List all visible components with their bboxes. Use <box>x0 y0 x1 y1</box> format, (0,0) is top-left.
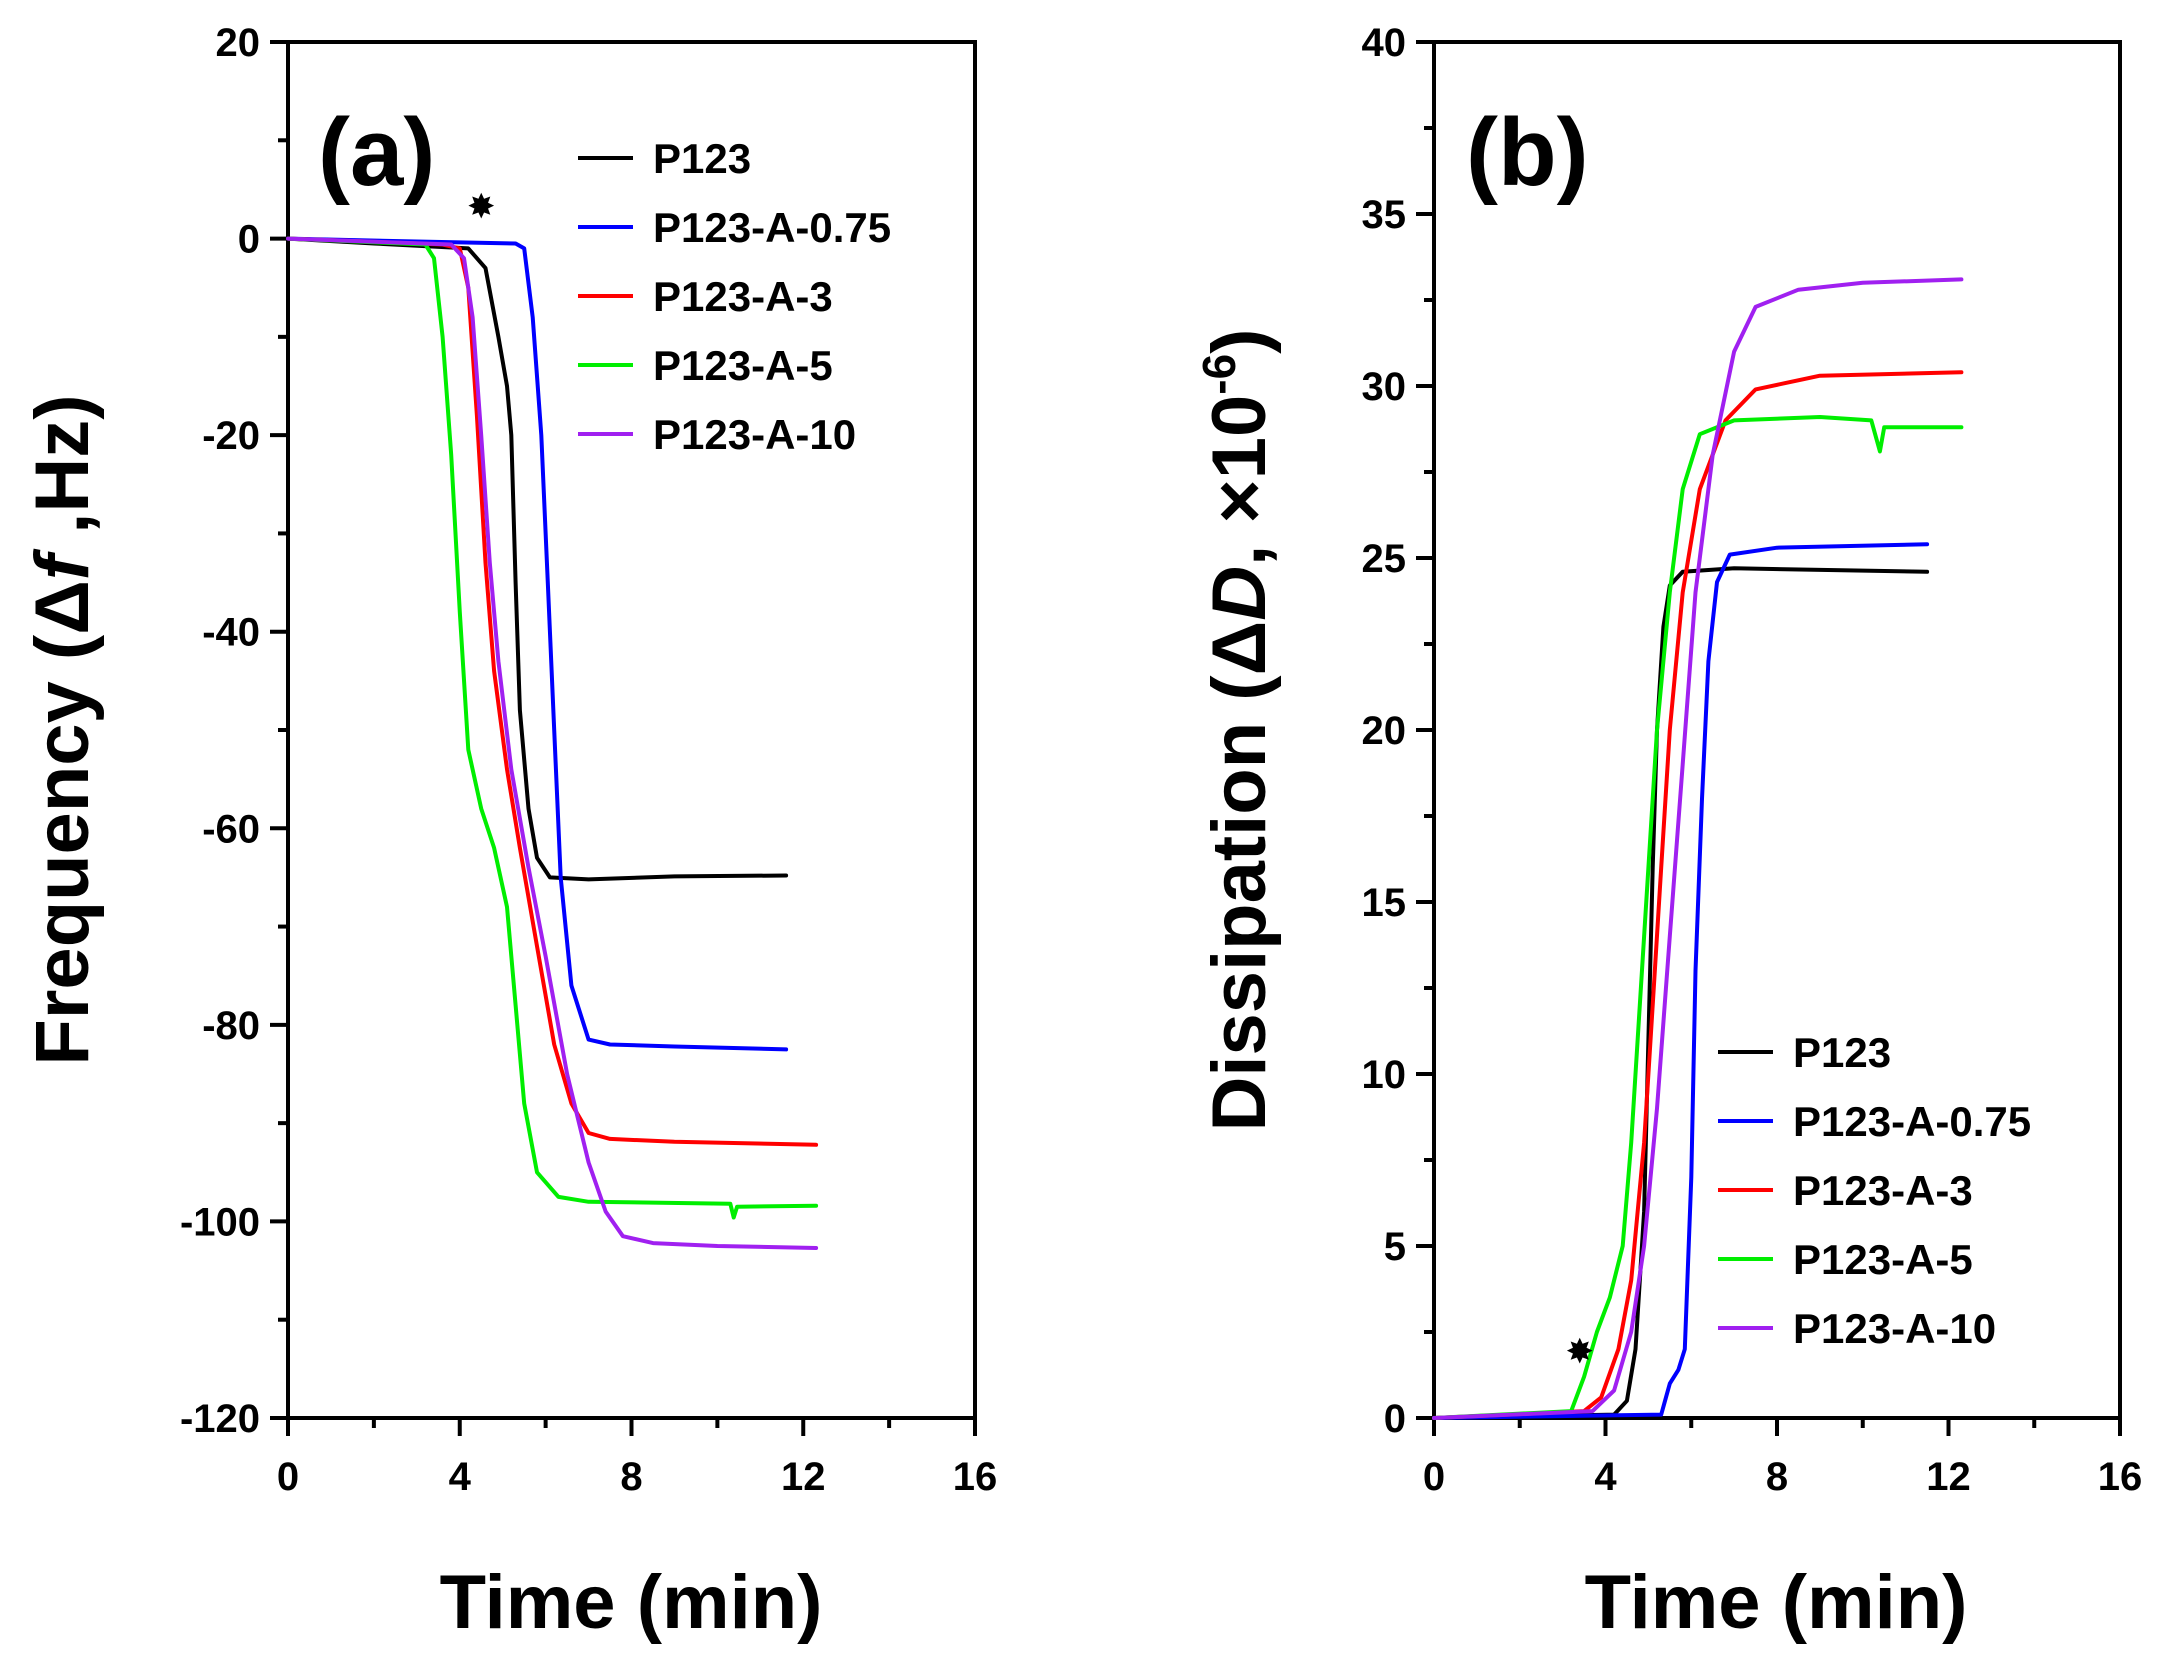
y-title-suffix-b: , ×10 <box>1197 395 1282 566</box>
x-axis-title-b: Time (min) <box>1585 1560 1968 1645</box>
y-tick-label-b: 35 <box>1362 193 1407 237</box>
x-tick-label-a: 16 <box>953 1455 998 1499</box>
y-tick-label-b: 5 <box>1384 1225 1406 1269</box>
x-tick-label-a: 12 <box>781 1455 826 1499</box>
series-line-b-3 <box>1432 415 1964 1420</box>
x-tick-label-b: 4 <box>1594 1455 1617 1499</box>
y-tick-label-a: -40 <box>202 611 260 655</box>
y-title-exponent-b: -6 <box>1193 354 1245 395</box>
x-tick-label-b: 8 <box>1766 1455 1788 1499</box>
y-tick-label-b: 10 <box>1362 1053 1407 1097</box>
series-line-b-0 <box>1432 566 1930 1420</box>
y-tick-label-a: -120 <box>180 1397 260 1441</box>
legend-label-b-0: P123 <box>1793 1029 1891 1076</box>
y-title-close-b: ) <box>1197 329 1282 354</box>
y-tick-label-a: -100 <box>180 1200 260 1244</box>
series-line-b-1 <box>1432 542 1930 1420</box>
x-tick-label-b: 16 <box>2098 1455 2143 1499</box>
panel-label-a: (a) <box>318 99 435 206</box>
y-tick-label-b: 25 <box>1362 537 1407 581</box>
series-line-a-1 <box>286 236 789 1052</box>
x-tick-label-a: 0 <box>277 1455 299 1499</box>
x-tick-label-b: 0 <box>1423 1455 1445 1499</box>
y-title-prefix-a: Frequency (Δ <box>20 580 105 1065</box>
y-title-italic-b: D <box>1197 566 1282 621</box>
y-tick-label-a: -80 <box>202 1004 260 1048</box>
x-tick-label-a: 4 <box>449 1455 472 1499</box>
y-tick-label-a: -60 <box>202 807 260 851</box>
y-tick-label-a: 20 <box>216 21 261 65</box>
y-axis-title-b: Dissipation (ΔD, ×10-6) <box>1193 329 1282 1132</box>
series-line-a-0 <box>286 236 789 882</box>
y-tick-label-b: 40 <box>1362 21 1407 65</box>
y-tick-label-b: 0 <box>1384 1397 1406 1441</box>
series-line-b-4 <box>1432 277 1964 1420</box>
panel-label-b: (b) <box>1466 99 1589 206</box>
x-tick-label-a: 8 <box>620 1455 642 1499</box>
plot-frame-b <box>1432 40 2122 1420</box>
series-line-a-3 <box>286 236 819 1220</box>
y-tick-label-b: 30 <box>1362 365 1407 409</box>
legend-label-a-2: P123-A-3 <box>653 273 833 320</box>
legend-b: P123 P123-A-0.75 P123-A-3 P123-A-5 P123-A-10 <box>1718 1029 2031 1352</box>
series-line-b-2 <box>1432 370 1964 1420</box>
y-title-prefix-b: Dissipation (Δ <box>1197 621 1282 1132</box>
y-title-suffix-a: ,Hz) <box>20 394 105 554</box>
legend-label-b-1: P123-A-0.75 <box>1793 1098 2031 1145</box>
panel-b-chart: 0 4 8 12 16 0 5 10 15 20 25 30 35 40 ✸ (b) P123 P123-A-0.… <box>1193 21 2142 1645</box>
y-tick-label-a: -20 <box>202 414 260 458</box>
legend-label-a-1: P123-A-0.75 <box>653 204 891 251</box>
series-line-a-4 <box>286 236 819 1250</box>
y-axis-title-a: Frequency (Δf ,Hz) <box>20 394 105 1065</box>
legend-label-a-4: P123-A-10 <box>653 411 856 458</box>
legend-label-a-3: P123-A-5 <box>653 342 833 389</box>
legend-label-b-3: P123-A-5 <box>1793 1236 1973 1283</box>
x-axis-title-a: Time (min) <box>440 1560 823 1645</box>
legend-a: P123 P123-A-0.75 P123-A-3 P123-A-5 P123-A-10 <box>578 135 891 458</box>
y-tick-label-b: 20 <box>1362 709 1407 753</box>
y-tick-label-a: 0 <box>238 218 260 262</box>
x-tick-label-b: 12 <box>1926 1455 1971 1499</box>
legend-label-a-0: P123 <box>653 135 751 182</box>
legend-label-b-2: P123-A-3 <box>1793 1167 1973 1214</box>
y-tick-label-b: 15 <box>1362 881 1407 925</box>
legend-label-b-4: P123-A-10 <box>1793 1305 1996 1352</box>
star-marker-b: ✸ <box>1566 1332 1595 1372</box>
star-marker-a: ✸ <box>467 187 496 227</box>
